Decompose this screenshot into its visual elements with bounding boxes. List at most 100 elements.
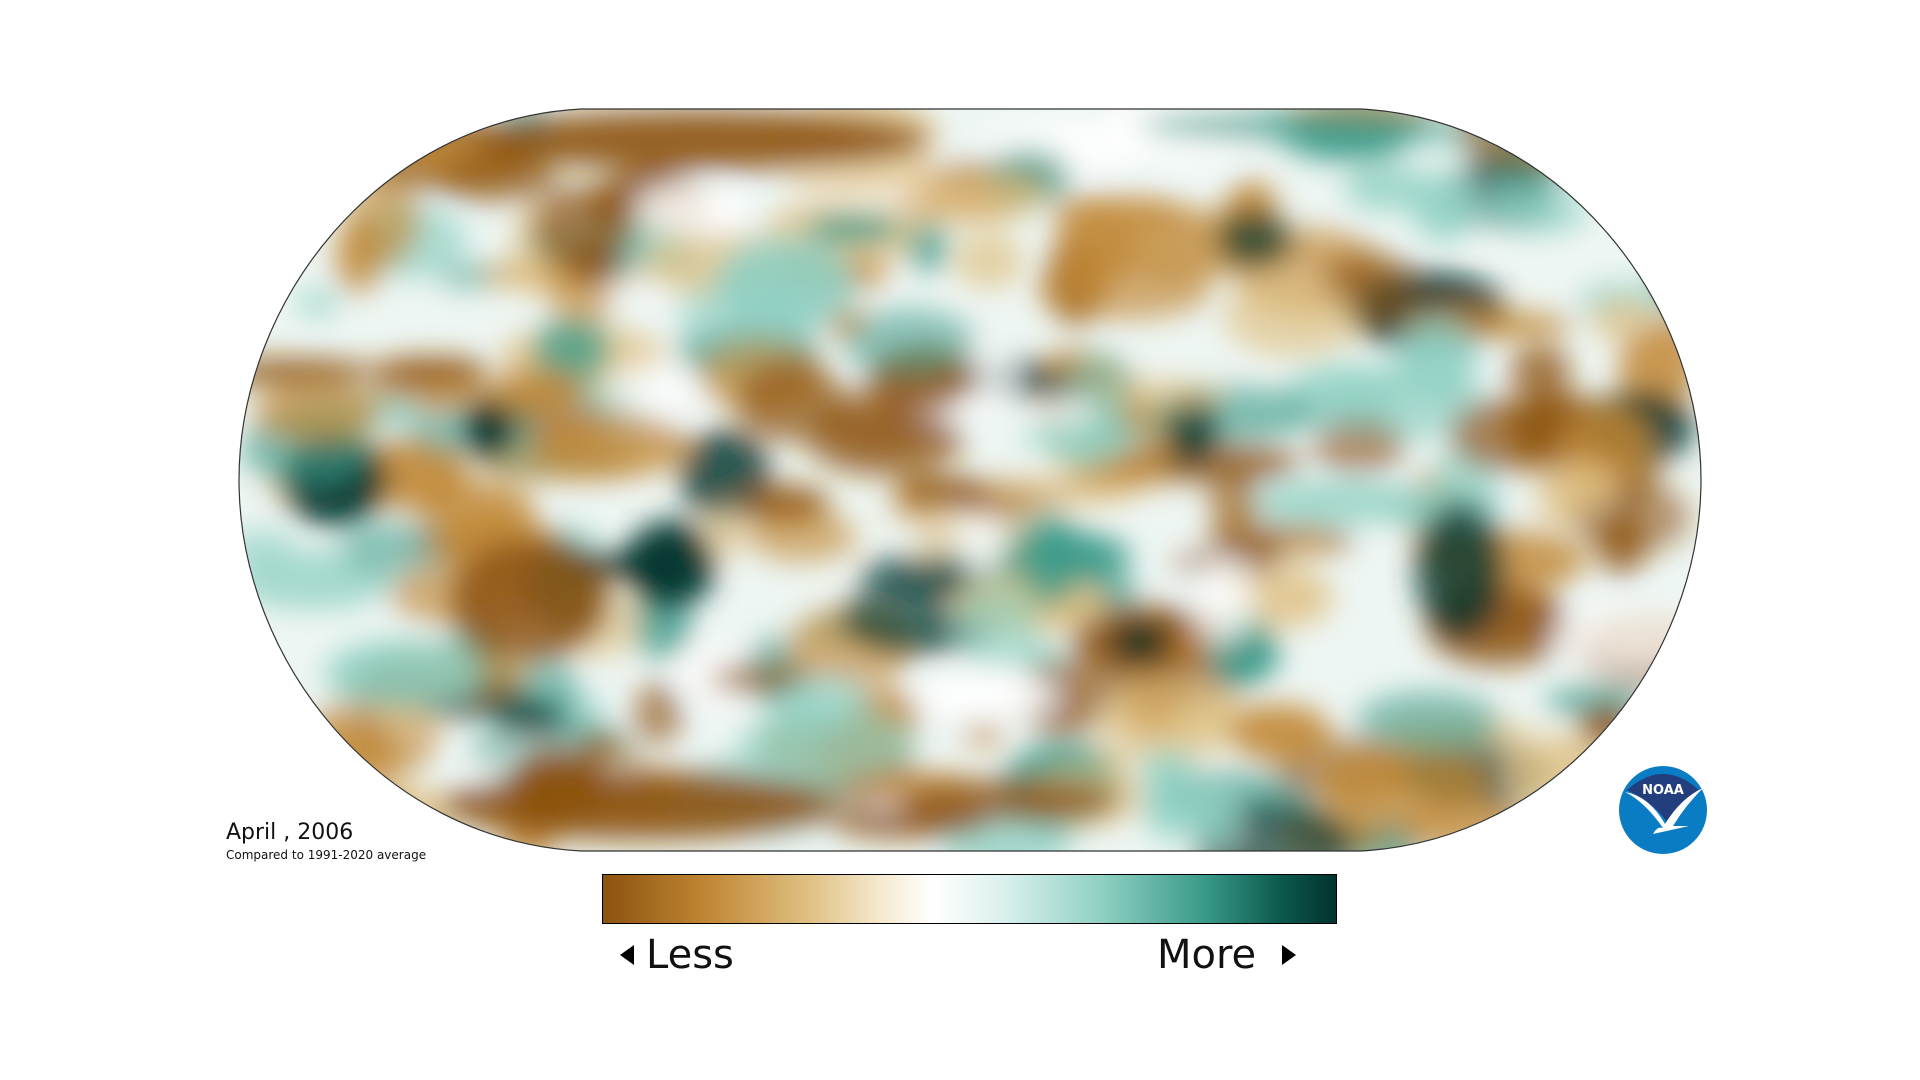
- anomaly-patch: [1138, 748, 1198, 779]
- anomaly-patch: [1019, 512, 1083, 606]
- anomaly-patch: [635, 184, 748, 236]
- anomaly-patch: [1311, 419, 1406, 475]
- anomaly-patch: [580, 729, 622, 766]
- anomaly-patch: [1356, 691, 1501, 752]
- anomaly-patch: [1656, 307, 1701, 342]
- anomaly-patch: [256, 129, 325, 157]
- anomaly-patch: [470, 110, 930, 170]
- anomaly-patch: [912, 169, 1045, 223]
- anomaly-patch: [1208, 466, 1257, 534]
- anomaly-patch: [1230, 567, 1334, 628]
- anomaly-patch: [966, 474, 1139, 509]
- anomaly-patch: [1096, 672, 1236, 767]
- anomaly-patch: [1475, 186, 1589, 235]
- anomaly-patch: [1395, 318, 1478, 401]
- anomaly-patch: [239, 529, 293, 563]
- anomaly-patch: [1277, 532, 1335, 559]
- anomaly-patch: [573, 245, 616, 288]
- anomaly-patch: [715, 237, 856, 332]
- anomaly-patch: [440, 770, 840, 840]
- legend-less: Less: [620, 932, 734, 978]
- anomaly-patch: [239, 358, 378, 385]
- anomaly-patch: [898, 476, 994, 502]
- anomaly-patch: [1449, 397, 1558, 473]
- anomaly-patch: [1532, 122, 1631, 185]
- anomaly-patch: [489, 368, 587, 415]
- anomaly-patch: [1186, 788, 1240, 847]
- anomaly-patch: [1140, 111, 1460, 139]
- anomaly-patch: [708, 664, 814, 693]
- anomaly-patch: [1164, 390, 1219, 467]
- anomaly-patch: [1216, 210, 1294, 268]
- anomaly-patch: [962, 721, 1006, 747]
- anomaly-patch: [437, 263, 495, 289]
- anomaly-patch: [1415, 500, 1505, 640]
- anomaly-patch: [632, 682, 683, 746]
- anomaly-patch: [1544, 686, 1647, 715]
- anomaly-patch: [1410, 171, 1481, 241]
- anomaly-patch: [1228, 703, 1332, 762]
- anomaly-patch: [1036, 395, 1096, 427]
- anomaly-patch: [247, 727, 403, 791]
- anomaly-patch: [1054, 205, 1132, 291]
- anomaly-patch: [253, 380, 382, 444]
- map-title: April , 2006: [226, 820, 354, 845]
- anomaly-patch: [1553, 605, 1701, 669]
- anomaly-patch: [494, 698, 565, 738]
- anomaly-patch: [605, 359, 700, 425]
- anomaly-patch: [908, 223, 949, 273]
- anomaly-patch: [1317, 744, 1490, 824]
- more-label: More: [1157, 932, 1257, 978]
- anomaly-patch: [900, 778, 1120, 822]
- anomaly-patch: [1554, 461, 1619, 509]
- anomaly-patch: [532, 317, 611, 382]
- anomaly-patch: [842, 308, 977, 378]
- anomaly-patch: [1589, 298, 1658, 342]
- anomaly-patch: [912, 673, 1055, 719]
- svg-text:NOAA: NOAA: [1642, 783, 1684, 798]
- right-arrow-icon: [1282, 945, 1297, 965]
- less-label: Less: [646, 932, 734, 978]
- anomaly-patch: [1322, 251, 1415, 306]
- anomaly-patch: [417, 481, 535, 535]
- anomaly-patch: [1343, 162, 1428, 212]
- map-outline: [238, 108, 1702, 852]
- anomaly-patch: [1525, 121, 1610, 157]
- anomaly-patch: [954, 232, 1024, 289]
- map-subtitle: Compared to 1991-2020 average: [226, 848, 427, 862]
- anomaly-patch: [295, 287, 340, 318]
- anomaly-patch: [532, 413, 691, 478]
- anomaly-patch: [1456, 109, 1596, 171]
- anomaly-patch: [1657, 258, 1701, 307]
- anomaly-patch: [368, 703, 438, 731]
- colorbar: [602, 874, 1337, 924]
- anomaly-patch: [344, 176, 421, 268]
- anomaly-patch: [784, 675, 870, 731]
- anomaly-patch: [1192, 557, 1255, 645]
- anomaly-patch: [1502, 735, 1613, 808]
- anomaly-patch: [450, 540, 610, 660]
- anomaly-patch: [747, 510, 857, 563]
- anomaly-patch: [954, 584, 1039, 668]
- anomaly-patch: [436, 155, 559, 203]
- anomaly-patch: [1016, 659, 1112, 738]
- anomaly-patch: [345, 795, 411, 851]
- anomaly-patch: [1509, 344, 1572, 400]
- anomaly-patch: [1163, 632, 1210, 658]
- anomaly-patch: [370, 356, 491, 386]
- anomaly-patch: [1657, 268, 1701, 303]
- anomaly-patch: [734, 359, 844, 443]
- anomaly-patch: [324, 639, 482, 709]
- anomaly-patch: [1110, 621, 1171, 663]
- anomaly-patch: [625, 520, 715, 610]
- anomaly-patch: [1021, 426, 1153, 451]
- left-arrow-icon: [620, 945, 634, 965]
- anomaly-patch: [739, 708, 918, 782]
- legend-more: More: [1157, 932, 1297, 978]
- anomaly-patch: [1125, 444, 1303, 483]
- anomaly-patch: [388, 109, 460, 139]
- anomaly-patch: [287, 109, 438, 167]
- anomaly-patch: [1394, 804, 1566, 851]
- anomaly-patch: [806, 213, 901, 244]
